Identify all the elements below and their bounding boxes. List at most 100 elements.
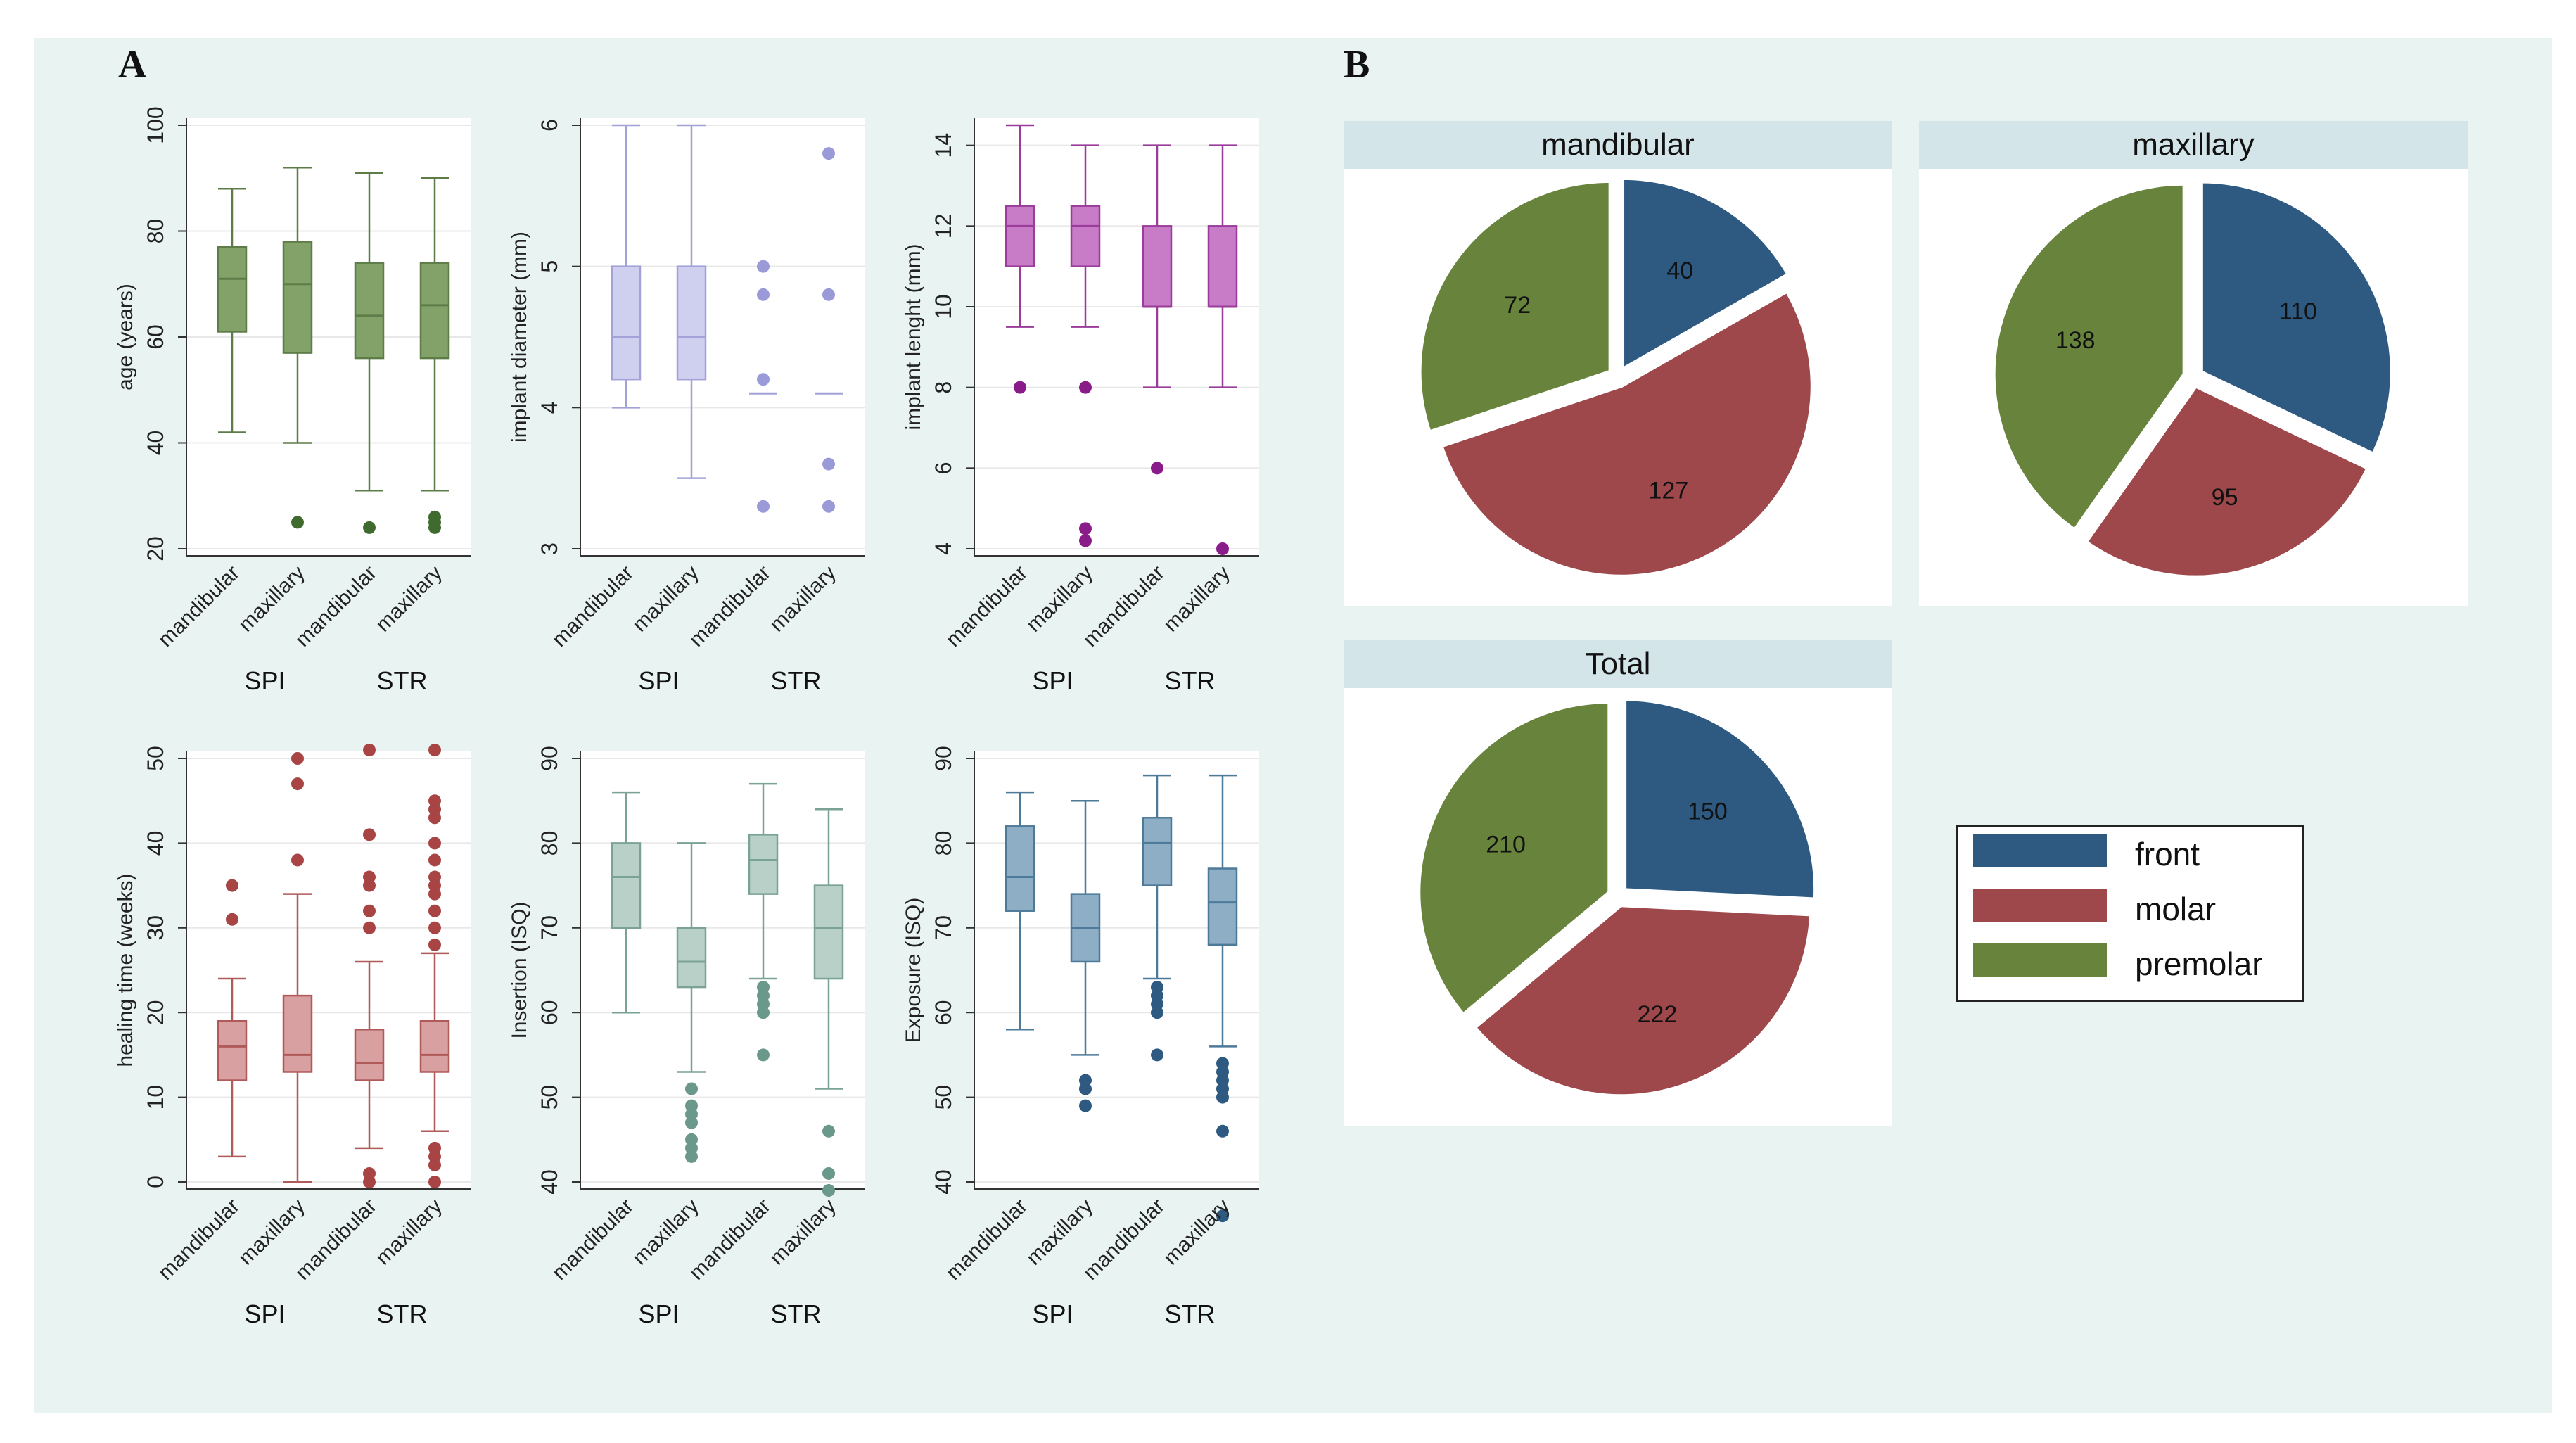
legend-label-front: front	[2135, 836, 2200, 872]
y-tick-label: 80	[143, 219, 168, 244]
group-label: STR	[1165, 666, 1216, 695]
box	[1005, 825, 1035, 912]
box	[1207, 867, 1238, 946]
y-axis-label: implant diameter (mm)	[508, 231, 531, 443]
y-tick-label: 100	[143, 106, 168, 144]
x-category-label: maxillary	[765, 1195, 841, 1270]
x-category-label: maxillary	[628, 1195, 703, 1270]
outlier-point	[1151, 981, 1163, 994]
box	[217, 246, 248, 333]
plot-area	[974, 751, 1259, 1189]
y-tick-label: 8	[931, 381, 956, 394]
y-tick-label: 30	[143, 915, 168, 941]
outlier-point	[822, 457, 835, 471]
outlier-point	[757, 373, 770, 386]
outlier-point	[428, 853, 441, 867]
pie-title-total: Total	[1344, 640, 1892, 688]
y-tick-label: 60	[537, 1000, 562, 1025]
outlier-point	[291, 516, 304, 529]
outlier-point	[685, 1133, 698, 1146]
x-category-label: maxillary	[371, 1195, 447, 1270]
group-label: SPI	[244, 666, 285, 695]
pie-panel-maxillary: maxillary 110 95 138	[1919, 121, 2468, 606]
box	[611, 265, 642, 381]
y-tick-label: 70	[931, 915, 956, 941]
pie-title-maxillary: maxillary	[1919, 121, 2468, 169]
outlier-point	[1216, 1057, 1229, 1070]
outlier-point	[363, 921, 376, 934]
outlier-point	[428, 904, 441, 917]
pie-slice-premolar	[1418, 179, 1612, 433]
x-category-label: maxillary	[1022, 561, 1097, 637]
panel-label-b: B	[1344, 43, 1370, 87]
y-axis-label: age (years)	[114, 284, 137, 390]
x-category-label: maxillary	[628, 561, 703, 637]
outlier-point	[363, 1167, 376, 1180]
outlier-point	[757, 260, 770, 273]
pie-slice-front	[1621, 177, 1790, 371]
y-axis-label: healing time (weeks)	[114, 873, 137, 1067]
x-category-label: mandibular	[154, 561, 244, 651]
y-tick-label: 12	[931, 214, 956, 239]
x-category-label: maxillary	[1022, 1195, 1097, 1270]
group-label: SPI	[244, 1299, 285, 1328]
outlier-point	[363, 521, 376, 534]
y-tick-label: 70	[537, 915, 562, 941]
x-category-label: maxillary	[765, 561, 841, 637]
outlier-point	[428, 794, 441, 808]
outlier-point	[822, 1167, 835, 1180]
pie-slice-molar	[1473, 904, 1813, 1098]
y-tick-label: 60	[143, 324, 168, 350]
box	[419, 1019, 450, 1073]
y-tick-label: 20	[143, 1000, 168, 1025]
outlier-point	[1151, 1048, 1163, 1062]
legend-swatch-molar	[1973, 889, 2107, 922]
outlier-point	[822, 288, 835, 301]
group-label: STR	[771, 666, 822, 695]
outlier-point	[226, 913, 238, 926]
y-tick-label: 60	[931, 1000, 956, 1025]
box	[282, 994, 313, 1073]
box	[1070, 205, 1101, 267]
outlier-point	[1151, 462, 1163, 475]
pie-chart-mandibular: 40 127 72	[1344, 169, 1892, 606]
x-category-label: mandibular	[154, 1195, 244, 1285]
outlier-point	[363, 828, 376, 841]
outlier-point	[428, 510, 441, 523]
x-category-label: maxillary	[1159, 561, 1235, 637]
group-label: SPI	[638, 666, 679, 695]
box	[1207, 225, 1238, 308]
pie-chart-maxillary: 110 95 138	[1919, 169, 2468, 606]
group-label: SPI	[1032, 1299, 1073, 1328]
y-axis-label: Insertion (ISQ)	[508, 901, 531, 1038]
y-tick-label: 10	[931, 294, 956, 319]
box	[676, 927, 707, 989]
y-tick-label: 20	[143, 536, 168, 561]
outlier-point	[1079, 522, 1092, 535]
y-tick-label: 40	[537, 1169, 562, 1195]
outlier-point	[822, 1184, 835, 1197]
y-tick-label: 40	[931, 1169, 956, 1195]
legend-label-molar: molar	[2135, 891, 2217, 927]
box	[419, 262, 450, 360]
x-category-label: maxillary	[371, 561, 447, 637]
y-tick-label: 50	[931, 1085, 956, 1110]
outlier-point	[685, 1082, 698, 1095]
y-tick-label: 40	[143, 831, 168, 856]
pie-value-label: 95	[2212, 484, 2238, 511]
group-label: STR	[771, 1299, 822, 1328]
y-tick-label: 10	[143, 1085, 168, 1110]
outlier-point	[363, 743, 376, 756]
box	[354, 262, 385, 360]
x-category-label: maxillary	[234, 561, 310, 637]
box	[217, 1019, 248, 1081]
outlier-point	[291, 752, 304, 765]
box	[282, 241, 313, 354]
box	[748, 834, 779, 895]
group-label: SPI	[1032, 666, 1073, 695]
x-category-label: mandibular	[548, 1195, 638, 1285]
y-tick-label: 90	[537, 746, 562, 771]
outlier-point	[822, 1124, 835, 1138]
pie-panel-mandibular: mandibular 40 127 72	[1344, 121, 1892, 606]
y-tick-label: 6	[931, 462, 956, 474]
